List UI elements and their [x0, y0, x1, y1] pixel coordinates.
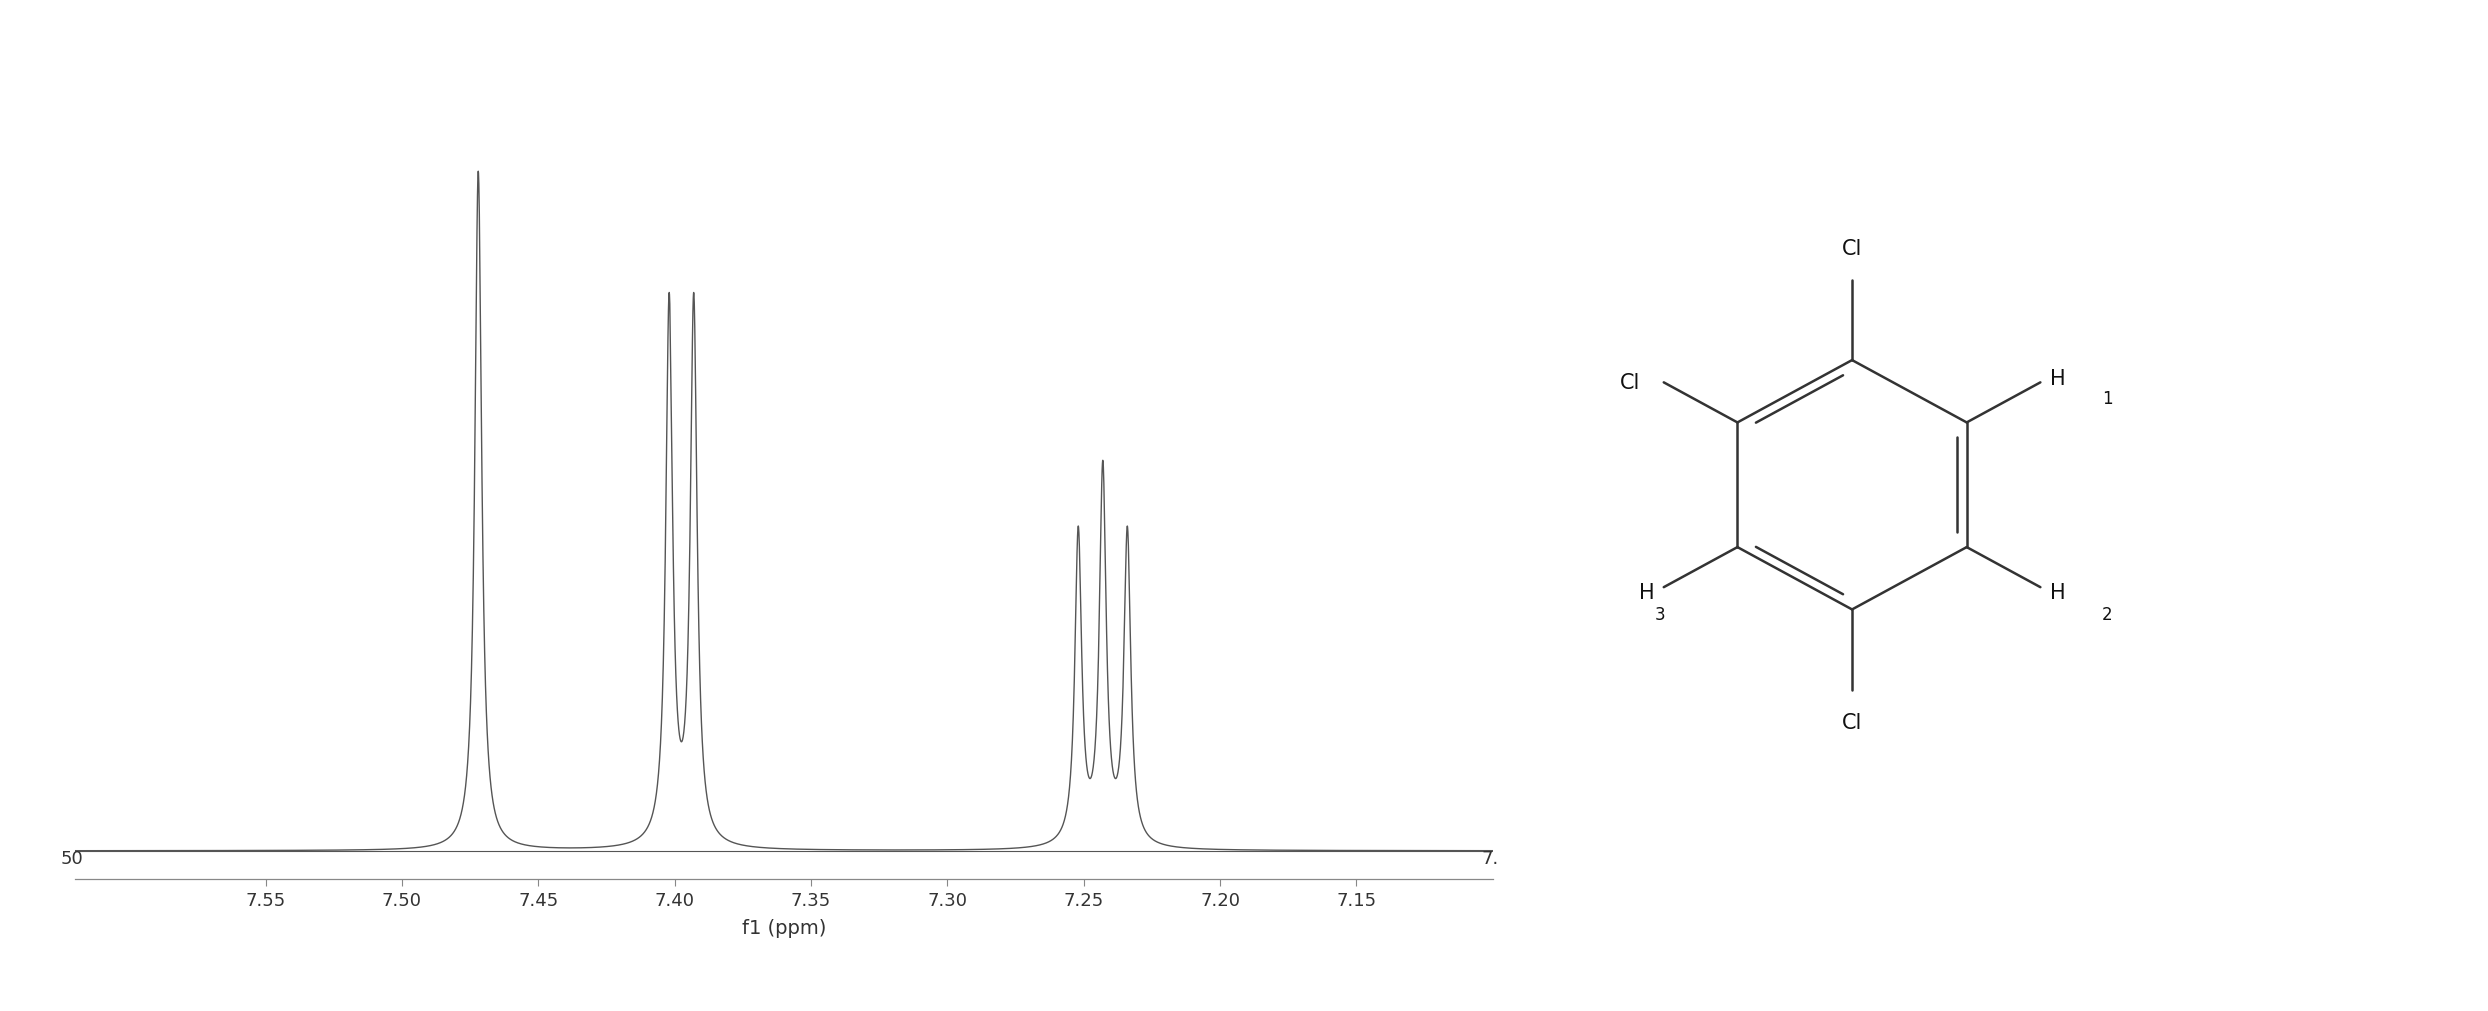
Text: 2: 2: [2102, 606, 2112, 624]
Text: 50: 50: [62, 849, 85, 867]
Text: H: H: [2050, 582, 2065, 602]
Text: H: H: [1640, 582, 1655, 602]
X-axis label: f1 (ppm): f1 (ppm): [741, 918, 826, 936]
Text: Cl: Cl: [1841, 239, 1861, 259]
Text: Cl: Cl: [1841, 712, 1861, 732]
Text: 3: 3: [1655, 606, 1664, 624]
Text: Cl: Cl: [1620, 373, 1640, 393]
Text: H: H: [2050, 369, 2065, 388]
Text: 7.: 7.: [1480, 849, 1498, 867]
Text: 1: 1: [2102, 390, 2112, 408]
